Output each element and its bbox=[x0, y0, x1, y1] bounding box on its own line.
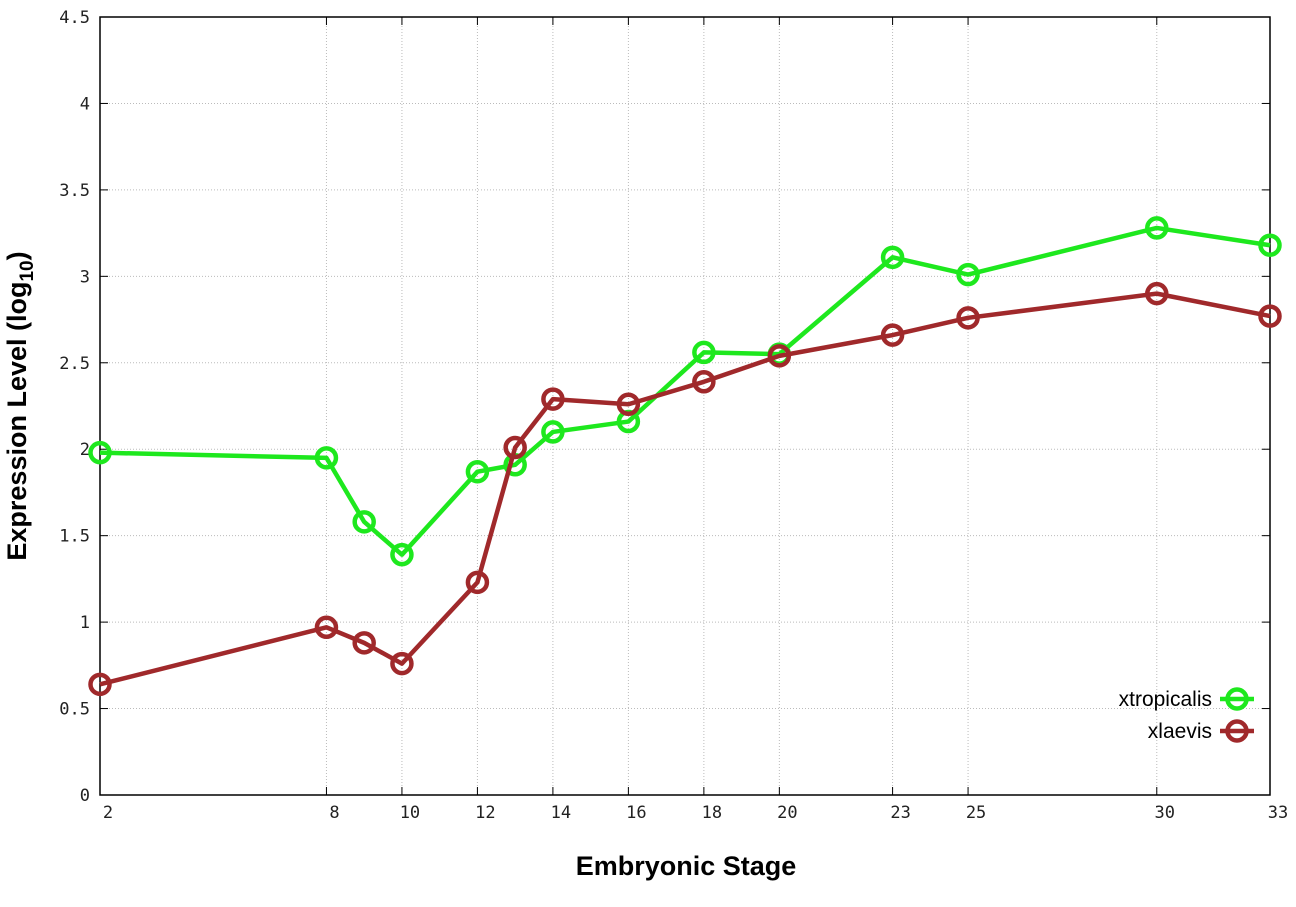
y-axis-label-main: Expression Level (log bbox=[2, 282, 32, 561]
x-tick-label: 2 bbox=[103, 803, 113, 823]
data-point-xtropicalis bbox=[880, 245, 905, 270]
data-point-xlaevis bbox=[616, 392, 641, 417]
legend: xtropicalis xlaevis bbox=[1119, 687, 1254, 743]
x-tick-label: 30 bbox=[1155, 803, 1175, 823]
data-point-xlaevis bbox=[88, 672, 112, 697]
y-tick-label: 4 bbox=[80, 94, 90, 114]
y-tick-label: 1.5 bbox=[59, 527, 90, 547]
data-point-xlaevis bbox=[352, 631, 376, 655]
data-point-xtropicalis bbox=[1145, 216, 1169, 240]
y-axis-label-sub: 10 bbox=[17, 260, 38, 281]
plot-frame bbox=[99, 16, 1271, 796]
data-point-xlaevis bbox=[692, 370, 716, 394]
x-axis-label: Embryonic Stage bbox=[576, 851, 797, 881]
legend-marker-xlaevis bbox=[1225, 719, 1249, 743]
grid bbox=[100, 17, 1270, 795]
data-point-xtropicalis bbox=[1258, 233, 1282, 257]
data-point-xlaevis bbox=[314, 615, 339, 640]
y-axis-label: Expression Level (log10) bbox=[2, 251, 38, 560]
y-tick-label: 2 bbox=[80, 440, 90, 460]
x-tick-label: 25 bbox=[966, 803, 986, 823]
data-point-xlaevis bbox=[390, 651, 414, 676]
data-point-xtropicalis bbox=[314, 446, 339, 470]
x-tick-label: 33 bbox=[1268, 803, 1288, 823]
data-point-xtropicalis bbox=[465, 459, 490, 484]
x-tick-label: 14 bbox=[551, 803, 571, 823]
x-tick-label: 20 bbox=[777, 803, 797, 823]
x-tick-label: 12 bbox=[475, 803, 495, 823]
y-tick-label: 2.5 bbox=[59, 354, 90, 374]
data-point-xlaevis bbox=[956, 306, 980, 330]
data-point-xlaevis bbox=[541, 387, 565, 411]
data-point-xtropicalis bbox=[956, 262, 980, 287]
legend-label-xtropicalis: xtropicalis bbox=[1119, 688, 1212, 711]
series-line-xtropicalis bbox=[99, 225, 1271, 557]
y-tick-label: 1 bbox=[80, 613, 90, 633]
ticks: 0 0.5 1 1.5 2 2.5 3 3.5 4 4.5 2 8 10 12 14 16 18 20 23 25 30… bbox=[59, 8, 1288, 823]
x-tick-label: 10 bbox=[400, 803, 420, 823]
data-point-xlaevis bbox=[1145, 281, 1169, 306]
y-tick-label: 0.5 bbox=[59, 700, 90, 720]
x-tick-label: 8 bbox=[329, 803, 339, 823]
y-tick-label: 4.5 bbox=[59, 8, 90, 28]
x-tick-label: 16 bbox=[626, 803, 646, 823]
x-tick-label: 23 bbox=[890, 803, 910, 823]
data-point-xlaevis bbox=[1258, 304, 1282, 328]
legend-marker-xtropicalis bbox=[1225, 687, 1249, 711]
y-tick-label: 3 bbox=[80, 267, 90, 287]
data-point-xlaevis bbox=[503, 435, 527, 460]
series-line-xlaevis bbox=[99, 291, 1271, 687]
data-point-xtropicalis bbox=[541, 420, 565, 444]
y-axis-label-close: ) bbox=[2, 251, 32, 260]
data-point-xlaevis bbox=[465, 570, 490, 595]
data-point-xtropicalis bbox=[352, 510, 376, 534]
data-point-xtropicalis bbox=[390, 542, 414, 567]
data-point-xlaevis bbox=[880, 323, 905, 347]
data-point-xlaevis bbox=[767, 344, 792, 368]
series bbox=[88, 216, 1282, 697]
data-point-xtropicalis bbox=[692, 340, 716, 365]
legend-label-xlaevis: xlaevis bbox=[1148, 720, 1212, 743]
y-tick-label: 3.5 bbox=[59, 181, 90, 201]
y-tick-label: 0 bbox=[80, 786, 90, 806]
data-point-xtropicalis bbox=[88, 440, 112, 465]
x-tick-label: 18 bbox=[702, 803, 722, 823]
